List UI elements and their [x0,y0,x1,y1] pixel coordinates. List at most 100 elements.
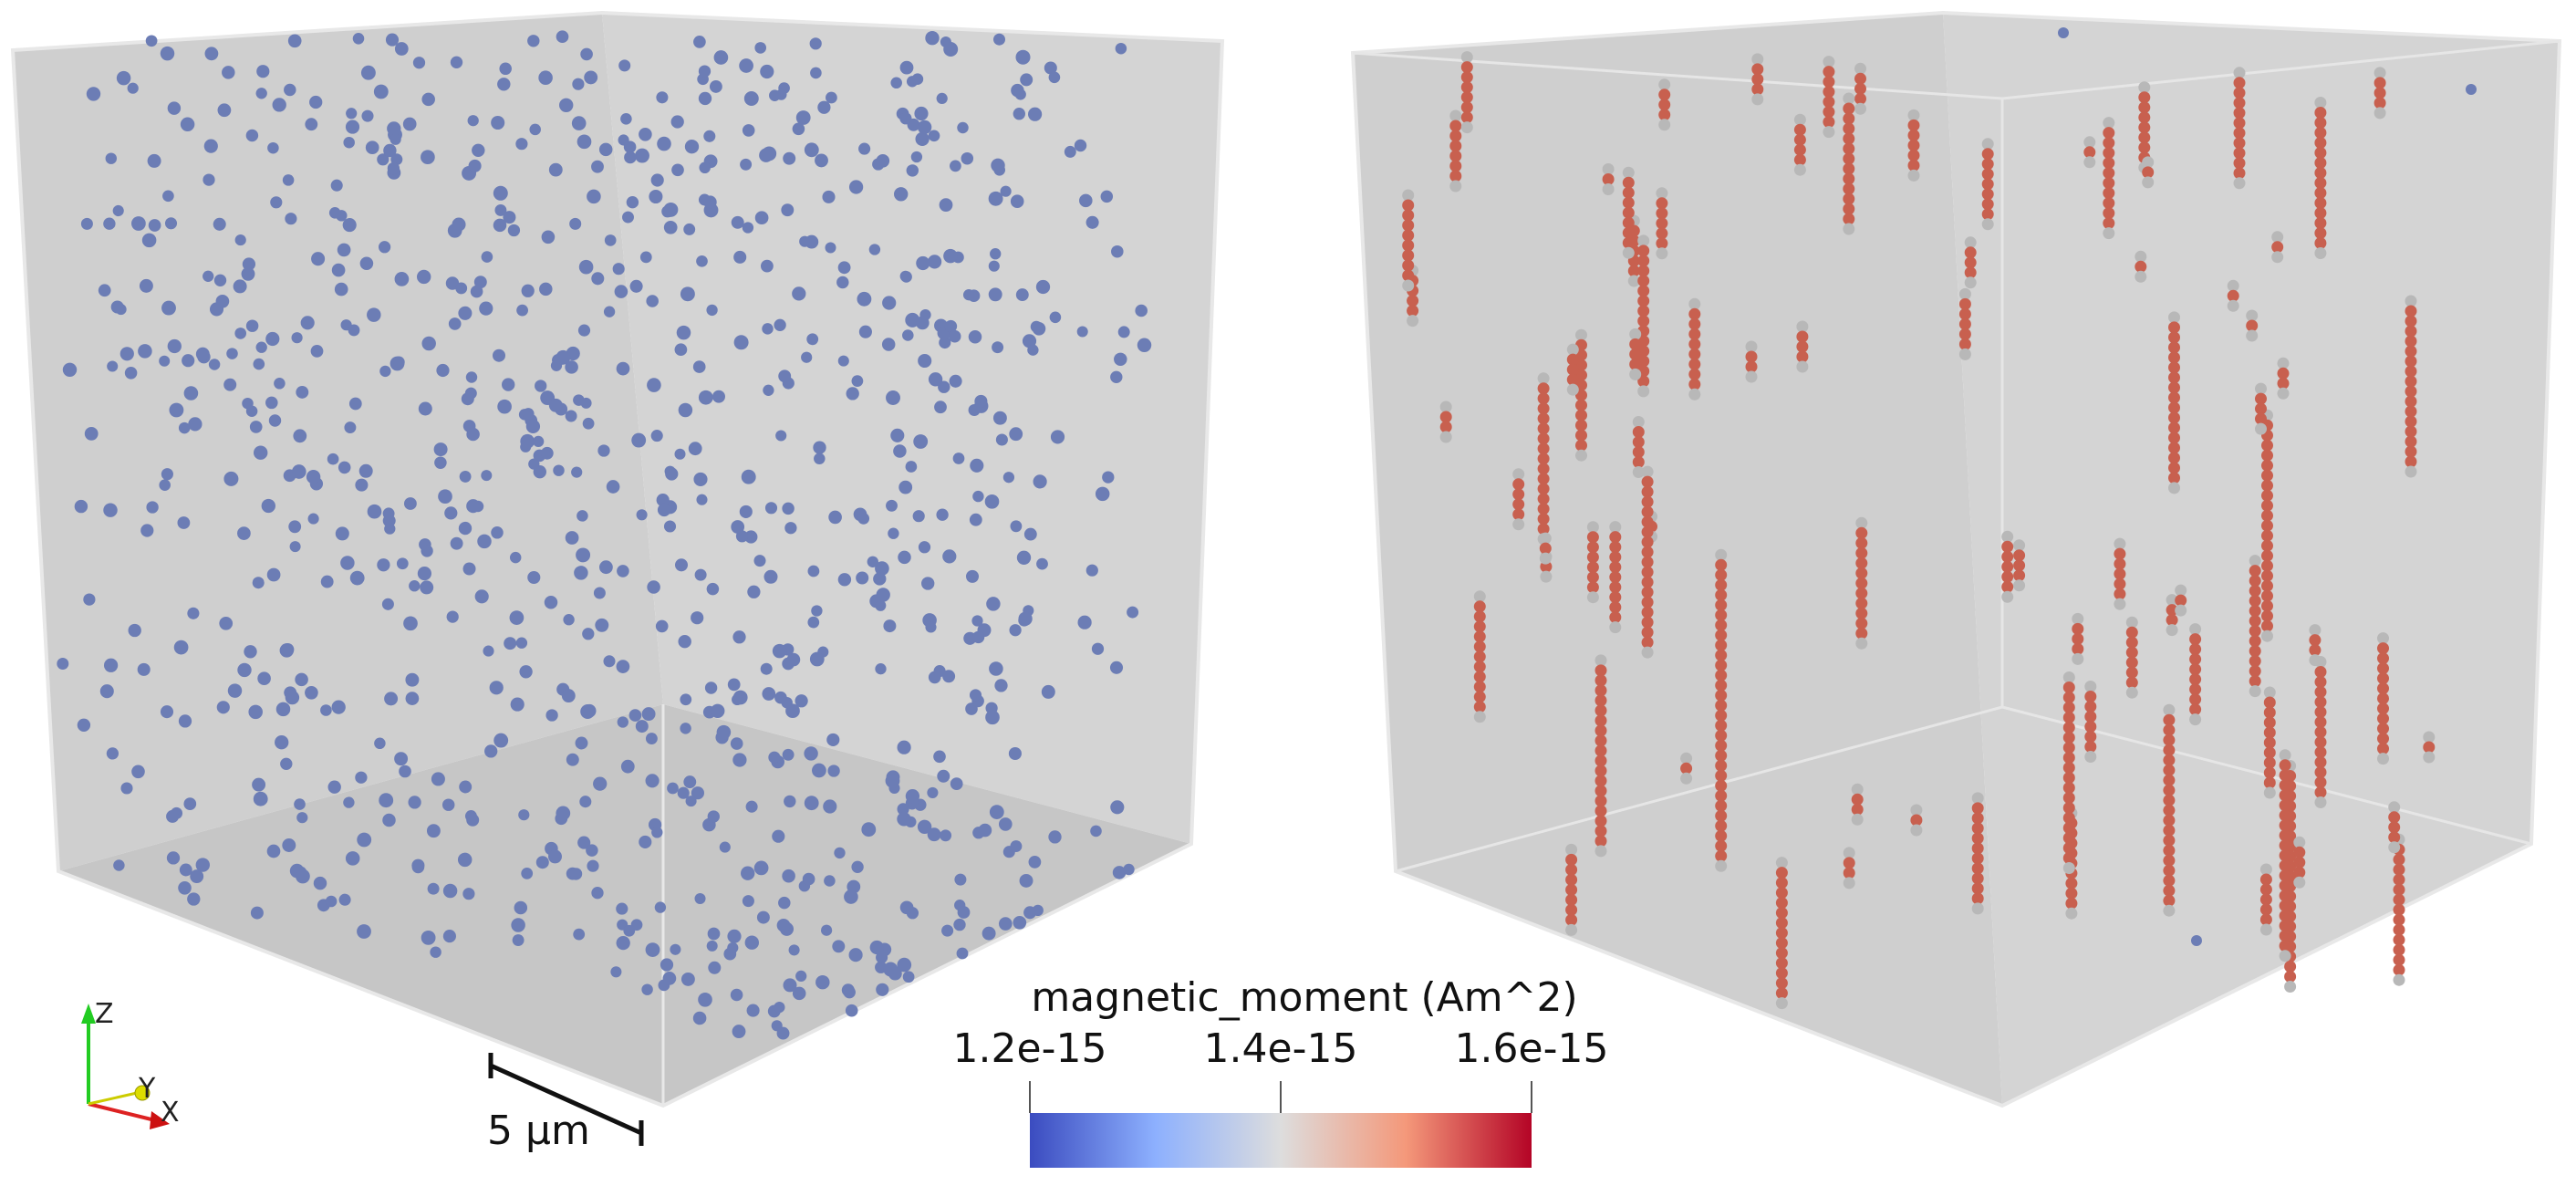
particle [656,91,669,104]
particle [250,906,264,920]
particle [760,64,774,79]
chain-particle [1751,83,1764,96]
particle [928,130,940,142]
particle [815,974,830,990]
particle [580,47,593,61]
particle [538,70,553,85]
chain-particle [1971,822,1984,835]
chain-particle [1823,66,1835,78]
particle [688,442,702,456]
particle [145,35,158,47]
particle [597,444,610,457]
particle [548,162,563,177]
chain-particle [2393,903,2405,916]
particle [1008,746,1022,761]
chain-particle [1512,488,1525,501]
particle [988,191,1003,206]
particle [915,131,930,147]
particle [373,84,389,99]
particle [727,942,739,953]
chain-particle [2062,712,2075,723]
chain-particle [1981,178,1994,191]
particle [374,737,386,750]
particle [1085,215,1099,229]
chain-particle [2249,595,2261,608]
particle [285,213,297,225]
chain-particle [1641,636,1654,649]
chain-particle [2314,756,2327,768]
particle [348,324,360,337]
chain-particle [1715,759,1728,772]
particle [403,616,418,631]
particle [826,91,837,104]
particle [934,401,947,414]
chain-particle [2114,598,2126,610]
chain-particle [2062,792,2075,804]
chain-particle [1775,877,1788,890]
particle [739,58,753,73]
particle [890,428,905,442]
particle [657,503,671,517]
chain-particle [1473,671,1486,683]
particle [730,737,743,750]
chain-particle [1622,216,1635,229]
chain-particle [2168,421,2180,434]
chain-particle [2233,157,2246,170]
chain-particle [2314,107,2327,119]
particle [468,159,482,172]
chain-particle [1958,348,1971,360]
chain-particle [2255,402,2267,415]
particle [466,427,480,442]
particle [970,458,984,473]
particle [159,479,171,491]
chain-particle [2279,900,2291,912]
particle [899,112,912,125]
particle [937,769,950,783]
chain-particle [1981,218,1994,231]
chain-particle [1460,121,1473,134]
chain-particle [1641,475,1654,488]
particle [925,621,937,633]
chain-particle [1539,532,1552,545]
chain-particle [2168,452,2180,464]
particle [616,902,628,915]
particle [656,494,670,507]
particle [331,700,346,714]
particle [858,142,871,155]
particle [846,387,859,401]
chain-particle [1632,456,1645,468]
chain-particle [2166,594,2178,607]
particle [237,662,252,678]
particle [989,661,1003,676]
chain-particle [1460,81,1473,94]
chain-particle [1715,578,1728,591]
chain-particle [1641,546,1654,558]
particle [461,392,474,406]
chain-particle [1473,620,1486,633]
particle [384,523,396,535]
chain-particle [2233,147,2246,160]
chain-particle [2163,764,2176,776]
particle [1013,107,1026,120]
particle [1115,42,1127,55]
chain-particle [2261,469,2273,482]
particle [519,665,533,679]
particle [305,118,318,131]
particle [183,386,199,401]
chain-particle [1971,872,1984,885]
chain-particle [1609,581,1622,594]
particle [1000,185,1012,197]
chain-particle [2263,706,2276,719]
particle [346,108,358,120]
particle [574,566,588,580]
particle [986,597,1001,611]
particle [591,887,604,900]
chain-particle [1823,56,1835,68]
particle [641,983,653,995]
particle [971,615,983,627]
chain-particle [2263,716,2276,729]
particle [622,211,634,224]
particle [626,196,639,209]
chain-particle [2168,381,2180,394]
chain-particle [2405,375,2417,388]
